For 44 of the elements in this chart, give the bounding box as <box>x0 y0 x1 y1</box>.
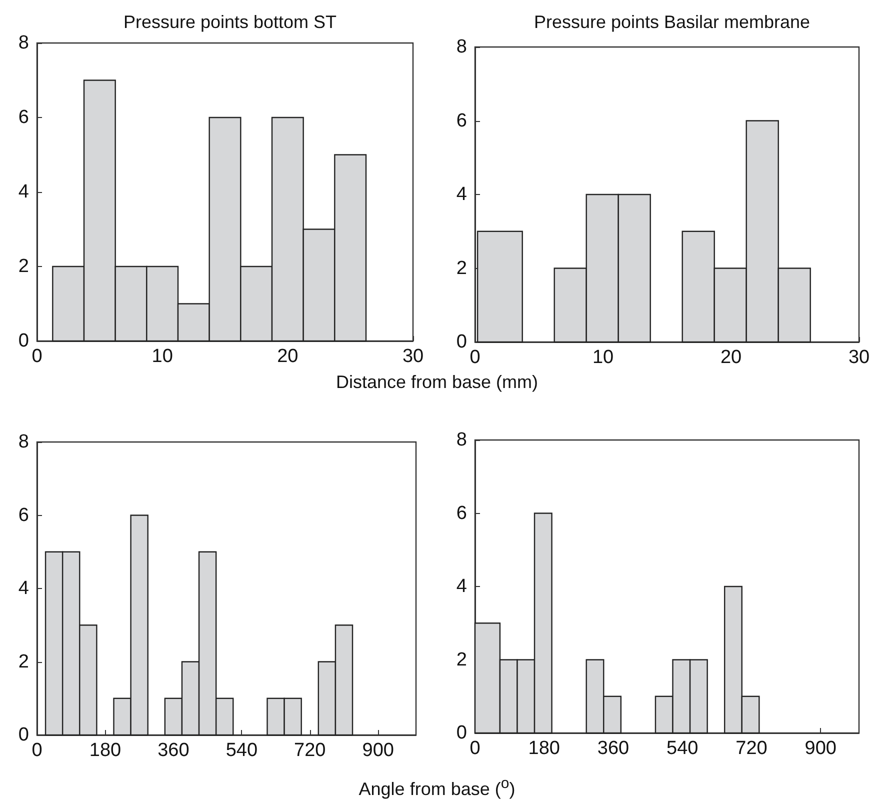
x-tick-label: 20 <box>720 347 742 368</box>
x-tick-label: 360 <box>158 740 190 761</box>
x-tick-label: 0 <box>470 347 480 368</box>
x-tick-label: 10 <box>592 347 614 368</box>
x-tick-label: 20 <box>277 346 298 367</box>
x-tick-label: 10 <box>152 346 173 367</box>
y-tick-label: 0 <box>456 722 467 744</box>
y-tick-label: 8 <box>18 432 29 452</box>
x-tick-label: 720 <box>736 738 768 759</box>
y-tick-label: 6 <box>18 504 29 526</box>
chart-title: Pressure points Basilar membrane <box>534 12 810 32</box>
x-tick-label: 540 <box>666 738 698 759</box>
y-tick-label: 8 <box>456 36 467 58</box>
x-tick-label: 0 <box>470 738 480 759</box>
x-tick-label: 180 <box>89 740 122 761</box>
y-tick-label: 0 <box>456 332 467 352</box>
y-tick-label: 2 <box>18 256 29 277</box>
y-tick-label: 4 <box>18 182 30 202</box>
y-tick-label: 2 <box>456 258 467 279</box>
x-tick-label: 540 <box>226 740 258 761</box>
y-tick-label: 4 <box>18 578 30 599</box>
x-axis-title: Angle from base ($^{o}$) <box>358 775 516 800</box>
y-tick-label: 8 <box>456 430 467 450</box>
y-tick-label: 8 <box>18 32 29 54</box>
y-tick-label: 4 <box>456 576 468 597</box>
x-tick-label: 360 <box>597 738 630 759</box>
x-tick-label: 30 <box>848 347 870 368</box>
y-tick-label: 0 <box>18 330 29 352</box>
x-tick-label: 720 <box>294 740 326 761</box>
y-tick-label: 4 <box>456 184 468 205</box>
y-tick-label: 0 <box>18 724 29 746</box>
y-tick-label: 6 <box>456 110 467 132</box>
x-tick-label: 180 <box>528 738 560 759</box>
y-tick-label: 6 <box>456 502 467 524</box>
y-tick-label: 6 <box>18 107 29 128</box>
y-tick-label: 2 <box>456 649 467 670</box>
x-tick-label: 0 <box>32 740 42 761</box>
x-tick-label: 0 <box>32 346 42 367</box>
x-tick-label: 900 <box>804 738 836 759</box>
x-tick-label: 30 <box>402 346 424 367</box>
x-tick-label: 900 <box>362 740 394 761</box>
y-tick-label: 2 <box>18 651 29 672</box>
chart-title: Pressure points bottom ST <box>123 12 337 32</box>
x-axis-title: Distance from base (mm) <box>334 372 540 393</box>
